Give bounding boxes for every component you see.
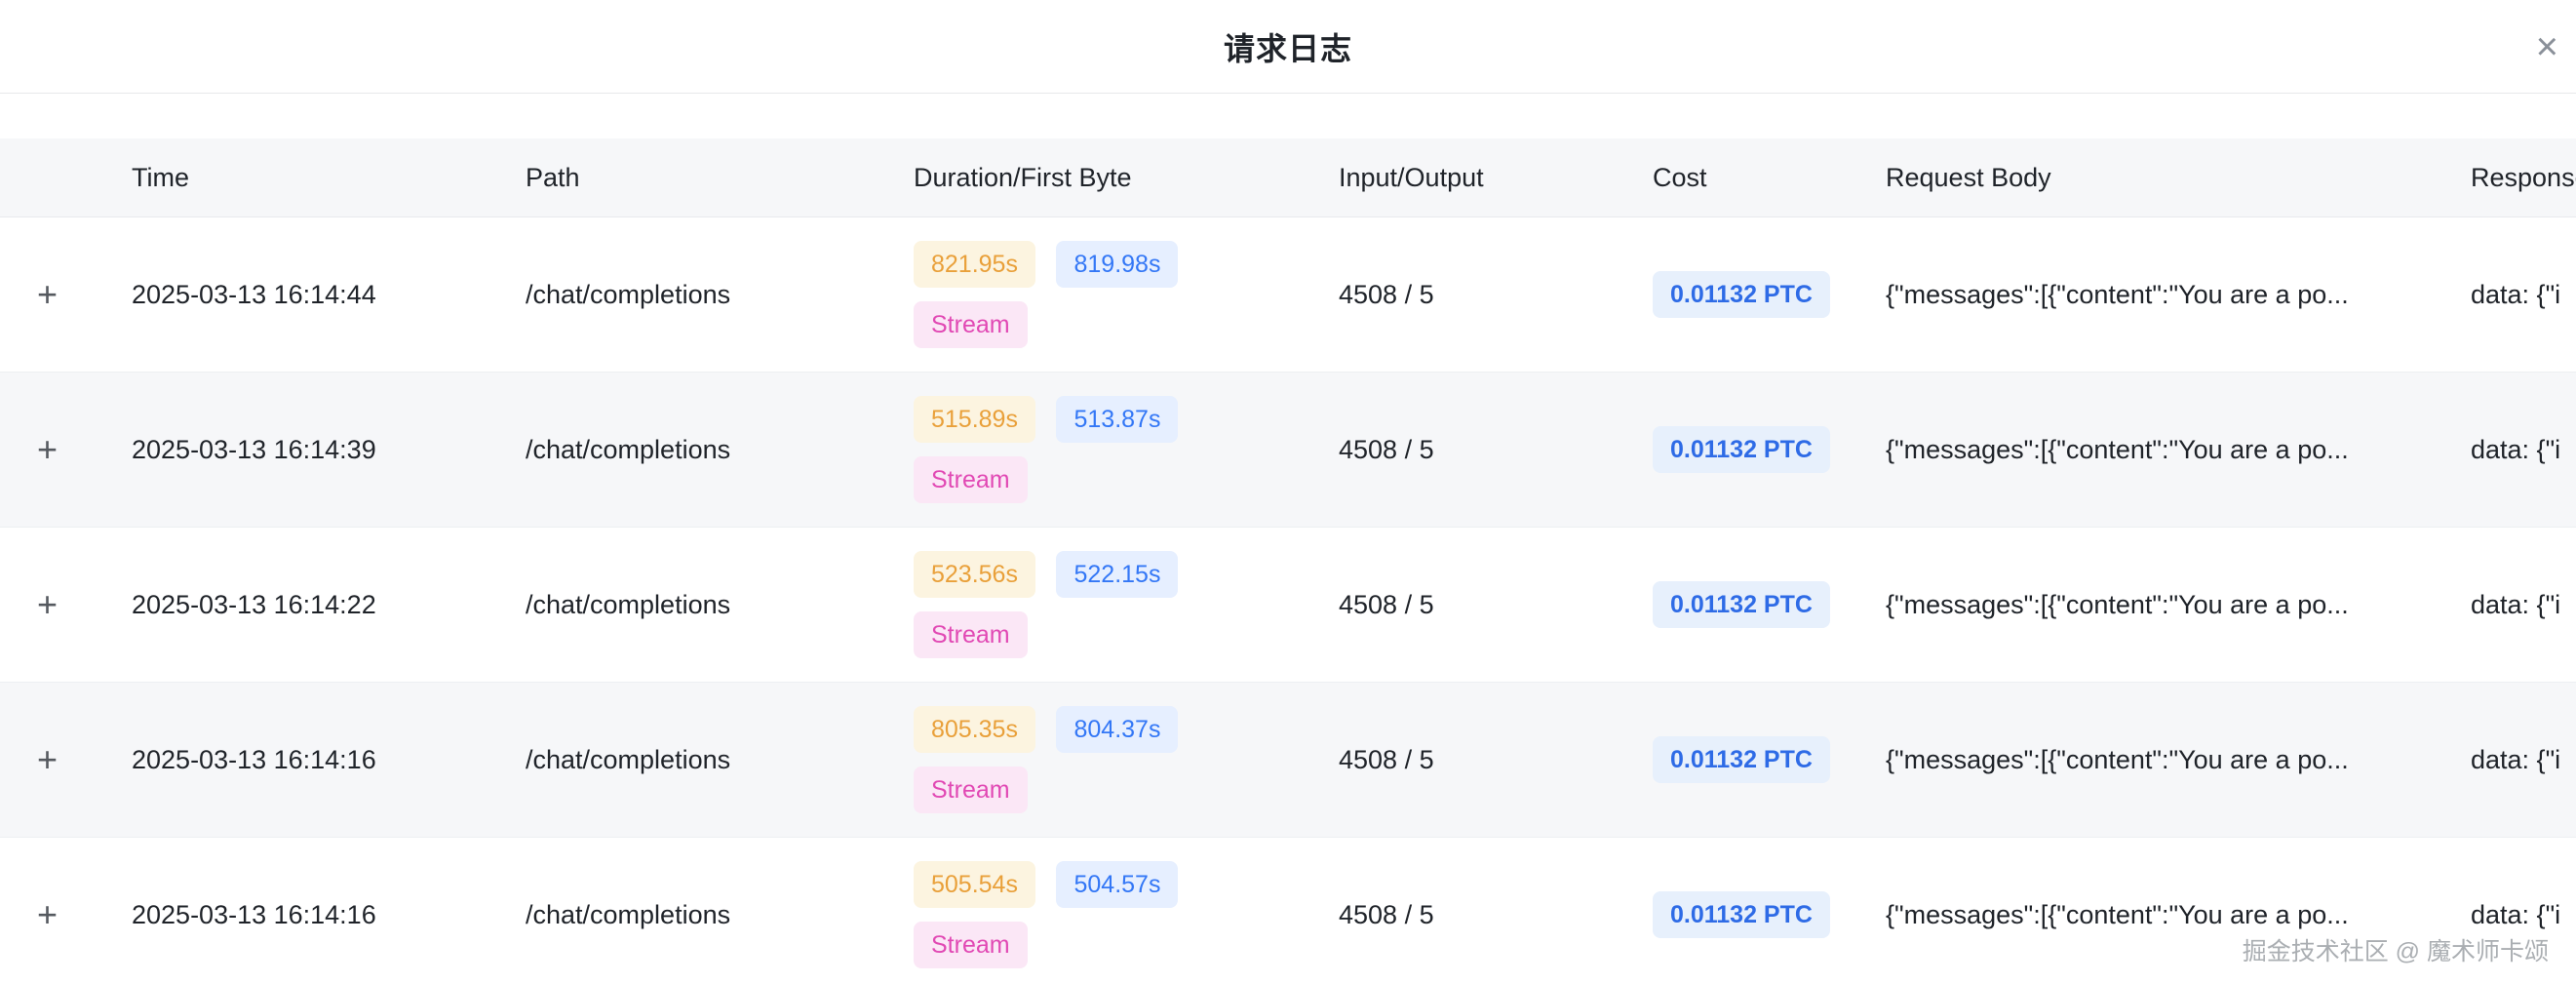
column-header-duration: Duration/First Byte xyxy=(914,138,1339,217)
request-log-table: Time Path Duration/First Byte Input/Outp… xyxy=(0,138,2576,983)
expand-row-button[interactable]: + xyxy=(37,428,59,469)
response-body-cell: data: {"i xyxy=(2471,527,2576,683)
table-header: Time Path Duration/First Byte Input/Outp… xyxy=(0,138,2576,217)
input-output-cell: 4508 / 5 xyxy=(1339,372,1653,528)
table-row: + 2025-03-13 16:14:44 /chat/completions … xyxy=(0,216,2576,373)
request-body-cell: {"messages":[{"content":"You are a po... xyxy=(1886,682,2471,838)
input-output-cell: 4508 / 5 xyxy=(1339,216,1653,373)
column-header-input-output: Input/Output xyxy=(1339,138,1653,217)
cost-cell: 0.01132 PTC xyxy=(1653,682,1886,838)
cost-badge: 0.01132 PTC xyxy=(1653,736,1830,783)
stream-badge: Stream xyxy=(914,456,1028,503)
table-row: + 2025-03-13 16:14:16 /chat/completions … xyxy=(0,682,2576,838)
response-body-cell: data: {"i xyxy=(2471,372,2576,528)
request-body-cell: {"messages":[{"content":"You are a po... xyxy=(1886,837,2471,983)
expand-cell: + xyxy=(0,527,132,683)
page-title: 请求日志 xyxy=(1223,30,1352,66)
cost-cell: 0.01132 PTC xyxy=(1653,527,1886,683)
path-cell: /chat/completions xyxy=(526,527,914,683)
cost-cell: 0.01132 PTC xyxy=(1653,372,1886,528)
first-byte-badge: 522.15s xyxy=(1056,551,1179,598)
close-icon[interactable]: × xyxy=(2535,24,2558,68)
column-header-path: Path xyxy=(526,138,914,217)
cost-badge: 0.01132 PTC xyxy=(1653,891,1830,938)
modal-header: 请求日志 × xyxy=(0,0,2576,94)
response-body-cell: data: {"i xyxy=(2471,837,2576,983)
duration-badge: 505.54s xyxy=(914,861,1035,908)
time-cell: 2025-03-13 16:14:22 xyxy=(132,527,526,683)
duration-badge: 821.95s xyxy=(914,241,1035,288)
request-body-cell: {"messages":[{"content":"You are a po... xyxy=(1886,527,2471,683)
column-header-expand xyxy=(0,138,132,217)
input-output-cell: 4508 / 5 xyxy=(1339,837,1653,983)
cost-badge: 0.01132 PTC xyxy=(1653,581,1830,628)
stream-badge: Stream xyxy=(914,767,1028,813)
expand-row-button[interactable]: + xyxy=(37,583,59,624)
request-log-table-wrap: Time Path Duration/First Byte Input/Outp… xyxy=(0,138,2576,983)
stream-badge: Stream xyxy=(914,611,1028,658)
request-body-cell: {"messages":[{"content":"You are a po... xyxy=(1886,372,2471,528)
input-output-cell: 4508 / 5 xyxy=(1339,527,1653,683)
expand-cell: + xyxy=(0,837,132,983)
stream-badge: Stream xyxy=(914,301,1028,348)
duration-cell: 821.95s 819.98s Stream xyxy=(914,216,1339,373)
path-cell: /chat/completions xyxy=(526,837,914,983)
duration-cell: 523.56s 522.15s Stream xyxy=(914,527,1339,683)
expand-cell: + xyxy=(0,372,132,528)
column-header-time: Time xyxy=(132,138,526,217)
cost-badge: 0.01132 PTC xyxy=(1653,426,1830,473)
expand-row-button[interactable]: + xyxy=(37,273,59,314)
table-row: + 2025-03-13 16:14:39 /chat/completions … xyxy=(0,372,2576,528)
response-body-cell: data: {"i xyxy=(2471,216,2576,373)
path-cell: /chat/completions xyxy=(526,372,914,528)
time-cell: 2025-03-13 16:14:44 xyxy=(132,216,526,373)
stream-badge: Stream xyxy=(914,922,1028,968)
path-cell: /chat/completions xyxy=(526,682,914,838)
request-body-cell: {"messages":[{"content":"You are a po... xyxy=(1886,216,2471,373)
time-cell: 2025-03-13 16:14:39 xyxy=(132,372,526,528)
cost-badge: 0.01132 PTC xyxy=(1653,271,1830,318)
input-output-cell: 4508 / 5 xyxy=(1339,682,1653,838)
cost-cell: 0.01132 PTC xyxy=(1653,837,1886,983)
duration-badge: 515.89s xyxy=(914,396,1035,443)
table-row: + 2025-03-13 16:14:22 /chat/completions … xyxy=(0,527,2576,683)
first-byte-badge: 504.57s xyxy=(1056,861,1179,908)
time-cell: 2025-03-13 16:14:16 xyxy=(132,682,526,838)
first-byte-badge: 819.98s xyxy=(1056,241,1179,288)
column-header-request-body: Request Body xyxy=(1886,138,2471,217)
response-body-cell: data: {"i xyxy=(2471,682,2576,838)
cost-cell: 0.01132 PTC xyxy=(1653,216,1886,373)
expand-cell: + xyxy=(0,682,132,838)
duration-badge: 523.56s xyxy=(914,551,1035,598)
first-byte-badge: 804.37s xyxy=(1056,706,1179,753)
expand-row-button[interactable]: + xyxy=(37,738,59,779)
duration-cell: 505.54s 504.57s Stream xyxy=(914,837,1339,983)
first-byte-badge: 513.87s xyxy=(1056,396,1179,443)
duration-badge: 805.35s xyxy=(914,706,1035,753)
path-cell: /chat/completions xyxy=(526,216,914,373)
expand-row-button[interactable]: + xyxy=(37,893,59,934)
duration-cell: 805.35s 804.37s Stream xyxy=(914,682,1339,838)
table-body: + 2025-03-13 16:14:44 /chat/completions … xyxy=(0,216,2576,983)
column-header-cost: Cost xyxy=(1653,138,1886,217)
duration-cell: 515.89s 513.87s Stream xyxy=(914,372,1339,528)
column-header-response-body: Response Body xyxy=(2471,138,2576,217)
time-cell: 2025-03-13 16:14:16 xyxy=(132,837,526,983)
table-row: + 2025-03-13 16:14:16 /chat/completions … xyxy=(0,837,2576,983)
expand-cell: + xyxy=(0,216,132,373)
